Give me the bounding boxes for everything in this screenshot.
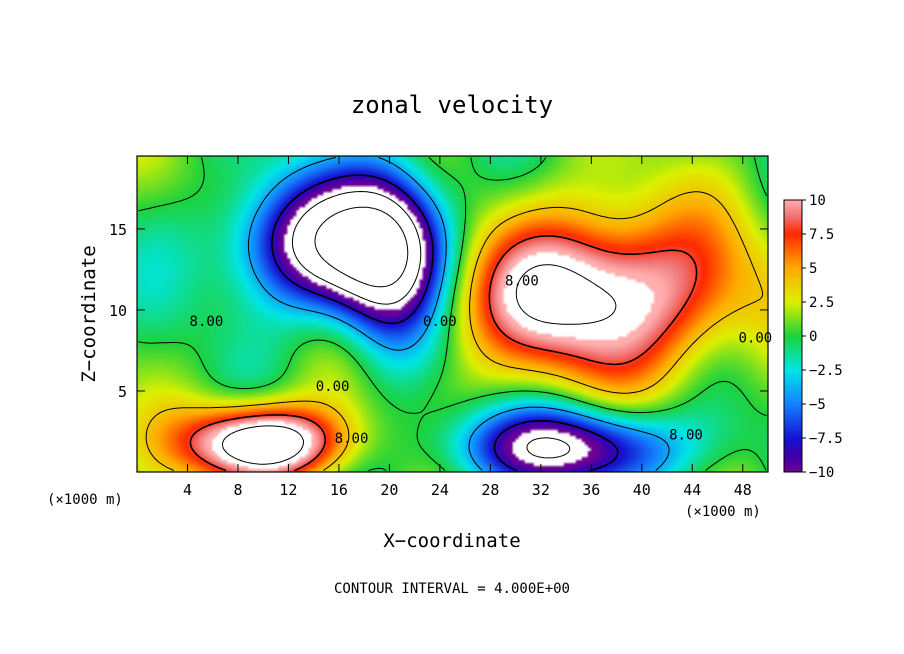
contour-level-12 xyxy=(222,264,617,465)
contour-label: 8.00 xyxy=(669,428,703,444)
contour-label: 8.00 xyxy=(335,431,369,447)
colorbar-tick-label: −5 xyxy=(809,397,826,413)
contour-label: 0.00 xyxy=(739,330,773,346)
x-unit-label-right: (×1000 m) xyxy=(685,504,761,520)
x-tick-label: 20 xyxy=(380,481,398,499)
contour-labels: 8.00 0.00 8.00 0.00 8.00 0.00 8.00 xyxy=(190,274,773,447)
colorbar-tick-label: 7.5 xyxy=(809,227,834,243)
colorbar-ticks: 10 7.5 5 2.5 0 −2.5 −5 −7.5 −10 xyxy=(802,193,843,481)
plot-area xyxy=(137,156,768,472)
contour-interval-note: CONTOUR INTERVAL = 4.000E+00 xyxy=(334,581,570,597)
heatmap-image xyxy=(137,156,768,472)
x-tick-label: 28 xyxy=(481,481,499,499)
x-tick-label: 48 xyxy=(734,481,752,499)
contour-lines xyxy=(138,157,767,472)
colorbar-tick-label: 10 xyxy=(809,193,826,209)
x-tick-label: 16 xyxy=(330,481,348,499)
contour-label: 8.00 xyxy=(505,274,539,290)
contour-level-neg4 xyxy=(247,157,670,471)
x-tick-label: 24 xyxy=(431,481,449,499)
contour-level-neg12 xyxy=(291,191,571,459)
contour-level-neg8 xyxy=(271,174,619,472)
x-tick-label: 40 xyxy=(633,481,651,499)
x-axis-label: X−coordinate xyxy=(383,530,520,552)
y-tick-label: 15 xyxy=(109,221,127,239)
contour-level-8 xyxy=(189,235,698,472)
colorbar-tick-label: −10 xyxy=(809,465,834,481)
colorbar-gradient xyxy=(784,200,802,472)
colorbar-tick-label: 0 xyxy=(809,329,817,345)
chart-title: zonal velocity xyxy=(351,91,553,119)
y-axis: 5 10 15 xyxy=(109,221,768,401)
contour-level-0 xyxy=(138,157,767,471)
colorbar-tick-label: −2.5 xyxy=(809,363,843,379)
contour-level-4 xyxy=(145,191,764,471)
y-tick-label: 10 xyxy=(109,302,127,320)
colorbar-tick-label: 5 xyxy=(809,261,817,277)
x-axis: 4 8 12 16 20 24 28 32 36 40 44 48 xyxy=(183,156,752,499)
colorbar: 10 7.5 5 2.5 0 −2.5 −5 −7.5 −10 xyxy=(783,193,843,481)
x-tick-label: 32 xyxy=(532,481,550,499)
x-tick-label: 12 xyxy=(279,481,297,499)
y-tick-label: 5 xyxy=(118,383,127,401)
contour-level-neg16 xyxy=(314,206,409,288)
x-tick-label: 4 xyxy=(183,481,192,499)
colorbar-tick-label: −7.5 xyxy=(809,431,843,447)
x-tick-label: 8 xyxy=(233,481,242,499)
plot-frame xyxy=(136,155,769,473)
colorbar-tick-label: 2.5 xyxy=(809,295,834,311)
contour-label: 0.00 xyxy=(423,314,457,330)
x-unit-label-left: (×1000 m) xyxy=(47,492,123,508)
contour-label: 8.00 xyxy=(190,314,224,330)
contour-label: 0.00 xyxy=(316,379,350,395)
x-tick-label: 36 xyxy=(582,481,600,499)
x-tick-label: 44 xyxy=(683,481,701,499)
y-axis-label: Z−coordinate xyxy=(78,245,100,382)
